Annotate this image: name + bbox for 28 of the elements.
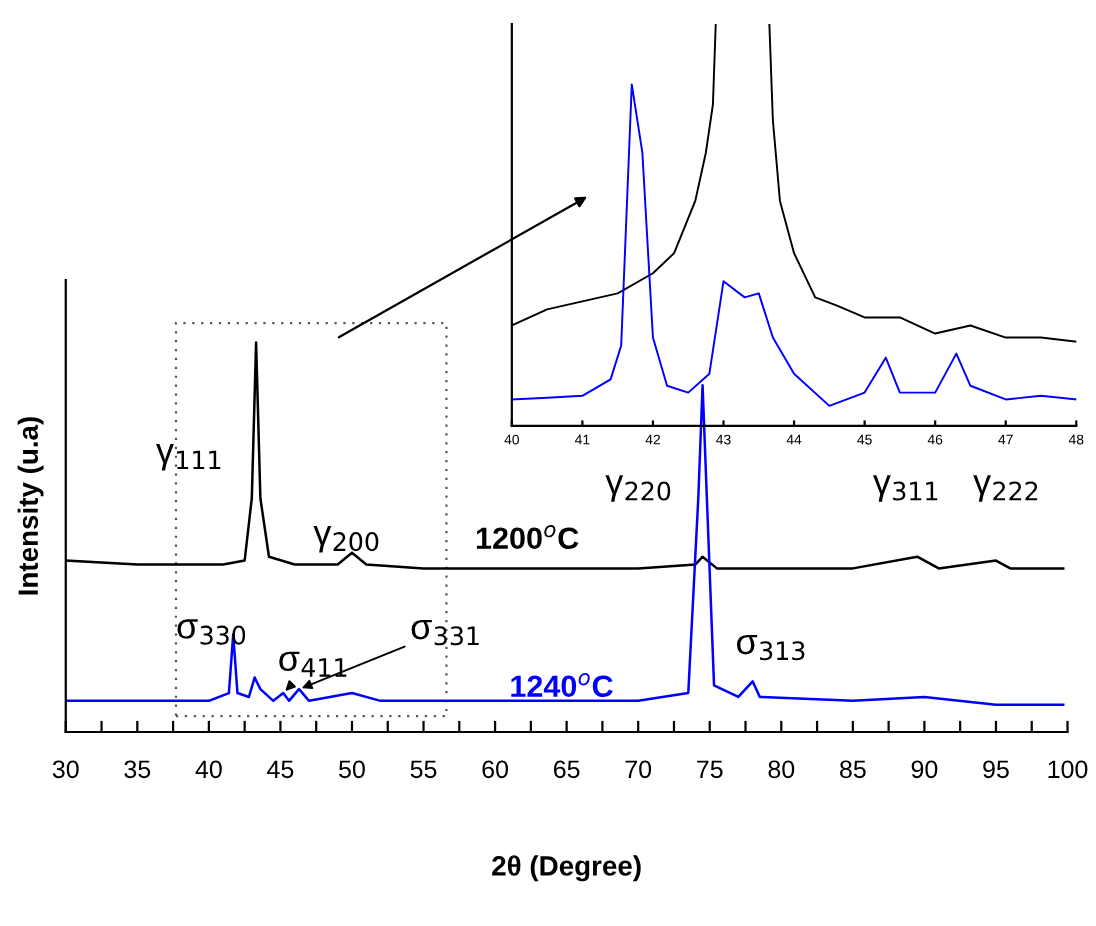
annotation: σ$_{330}$ [177,619,246,645]
x-tick-label: 30 [52,760,79,779]
x-tick-label: 40 [195,760,222,779]
x-tick-label: 100 [1048,760,1088,779]
annotation: γ$_{311}$ [873,475,938,502]
annotation: γ$_{111}$ [156,444,221,471]
x-tick-label: 50 [339,760,365,779]
x-axis-title: 2θ (Degree) [492,855,641,882]
x-tick-label: 60 [482,760,509,779]
x-tick-label: 35 [124,760,151,779]
x-tick-label: 45 [267,760,294,779]
x-tick-label: 70 [625,760,652,779]
x-tick-label: 55 [410,760,437,779]
annotation: σ$_{331}$ [411,620,479,646]
x-tick-label: 65 [554,760,580,779]
x-tick-label: 85 [840,760,866,779]
annotation: γ$_{200}$ [313,525,379,553]
annotation: γ$_{220}$ [605,475,671,502]
x-tick-label: 75 [697,760,723,779]
series-label: 1240$^{o}$C [511,673,613,698]
annotation: σ$_{313}$ [737,634,805,661]
annotation: γ$_{222}$ [973,475,1038,502]
x-tick-label: 80 [768,760,795,779]
annotation: σ$_{411}$ [279,651,347,677]
y-axis-title: Intensity (u.a) [17,417,44,595]
series-label: 1200$^{o}$C [476,525,579,550]
x-tick-label: 95 [983,760,1009,779]
x-tick-label: 90 [911,760,938,779]
